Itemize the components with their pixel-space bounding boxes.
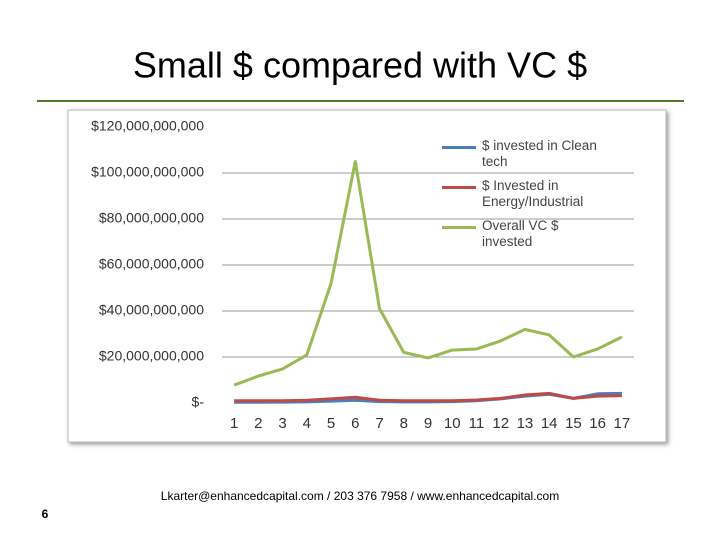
x-tick-label: 3 — [278, 415, 286, 432]
x-tick-label: 4 — [303, 415, 311, 432]
x-tick-label: 8 — [400, 415, 408, 432]
x-tick-label: 7 — [375, 415, 383, 432]
x-tick-label: 10 — [444, 415, 461, 432]
x-tick-label: 14 — [541, 415, 558, 432]
legend: $ invested in Clean tech $ Invested in En… — [442, 138, 612, 258]
x-tick-label: 6 — [351, 415, 359, 432]
page-number: 6 — [42, 507, 49, 521]
legend-swatch — [442, 146, 476, 149]
legend-item: $ Invested in Energy/Industrial — [442, 178, 612, 210]
x-tick-label: 12 — [492, 415, 509, 432]
legend-item: Overall VC $ invested — [442, 218, 612, 250]
legend-label: $ Invested in Energy/Industrial — [482, 178, 584, 209]
x-tick-label: 13 — [517, 415, 534, 432]
footer: Lkarter@enhancedcapital.com / 203 376 79… — [161, 489, 559, 503]
y-tick-label: $100,000,000,000 — [91, 164, 204, 180]
x-tick-label: 5 — [327, 415, 335, 432]
legend-label: $ invested in Clean tech — [482, 138, 597, 169]
y-tick-label: $40,000,000,000 — [99, 302, 204, 318]
x-tick-label: 16 — [589, 415, 606, 432]
legend-swatch — [442, 186, 476, 189]
x-tick-label: 11 — [469, 415, 485, 432]
legend-swatch — [442, 226, 476, 229]
y-tick-label: $120,000,000,000 — [91, 118, 204, 134]
chart-frame — [67, 109, 667, 443]
x-tick-label: 15 — [565, 415, 582, 432]
legend-item: $ invested in Clean tech — [442, 138, 612, 170]
x-tick-label: 17 — [614, 415, 631, 432]
series-line — [234, 391, 622, 403]
x-tick-label: 1 — [230, 415, 238, 432]
x-tick-label: 2 — [254, 415, 262, 432]
x-tick-label: 9 — [424, 415, 432, 432]
y-tick-label: $- — [192, 394, 205, 410]
slide-title: Small $ compared with VC $ — [133, 45, 587, 86]
y-tick-label: $80,000,000,000 — [99, 210, 204, 226]
series-line — [233, 160, 623, 387]
legend-label: Overall VC $ invested — [482, 218, 559, 249]
y-tick-label: $20,000,000,000 — [99, 348, 204, 364]
y-tick-label: $60,000,000,000 — [99, 256, 204, 272]
